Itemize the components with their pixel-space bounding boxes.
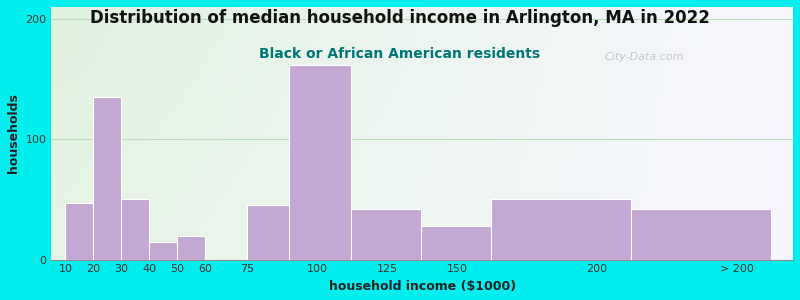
X-axis label: household income ($1000): household income ($1000) [329,280,516,293]
Text: Black or African American residents: Black or African American residents [259,46,541,61]
Bar [122,200,150,260]
Bar [421,226,491,260]
Bar [290,65,351,260]
Bar [150,242,178,260]
Bar [178,236,206,260]
Bar [630,209,770,260]
Bar [66,203,94,260]
Bar [94,97,122,260]
Text: Distribution of median household income in Arlington, MA in 2022: Distribution of median household income … [90,9,710,27]
Bar [247,206,290,260]
Text: City-Data.com: City-Data.com [605,52,685,62]
Bar [351,209,421,260]
Y-axis label: households: households [7,93,20,173]
Bar [491,200,630,260]
